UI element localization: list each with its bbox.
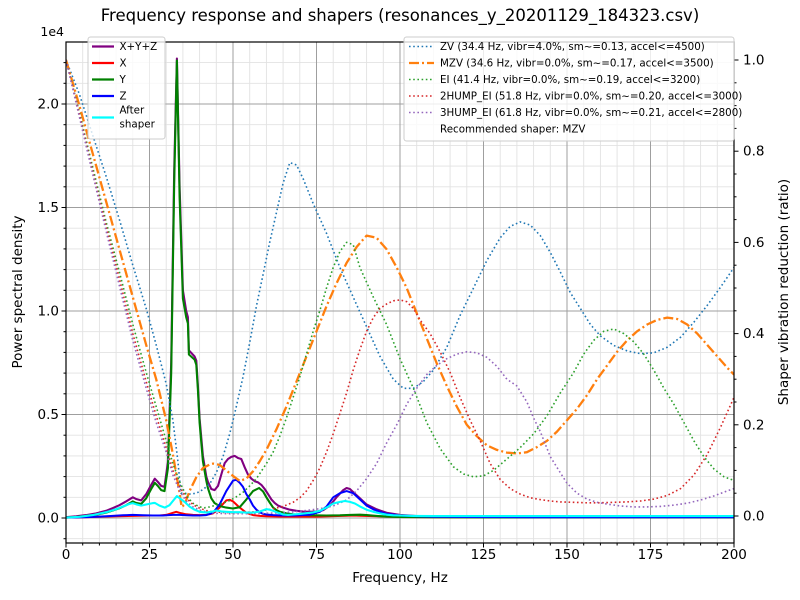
legend-label-3hump-ei: 3HUMP_EI (61.8 Hz, vibr=0.0%, sm~=0.21, … xyxy=(440,107,742,119)
y-right-tick-label: 0.6 xyxy=(743,235,764,251)
series-y xyxy=(66,59,734,519)
y-axis-label-right: Shaper vibration reduction (ratio) xyxy=(776,179,792,405)
legend-label-x-y-z: X+Y+Z xyxy=(120,41,158,53)
y-axis-label-left: Power spectral density xyxy=(10,215,26,368)
y-right-tick-label: 0.8 xyxy=(743,144,764,160)
x-tick-label: 175 xyxy=(638,547,664,563)
legend-label-zv: ZV (34.4 Hz, vibr=4.0%, sm~=0.13, accel<… xyxy=(440,41,705,53)
y-axis-scale-offset: 1e4 xyxy=(40,24,64,39)
legend-label-mzv: MZV (34.6 Hz, vibr=0.0%, sm~=0.17, accel… xyxy=(440,58,714,70)
legend-recommended-shaper: Recommended shaper: MZV xyxy=(440,124,585,136)
data-curves xyxy=(66,57,734,519)
y-right-tick-label: 1.0 xyxy=(743,53,764,69)
x-tick-label: 25 xyxy=(141,547,158,563)
y-right-tick-label: 0.4 xyxy=(743,326,764,342)
axes: 0 25 50 75 100 125 150 175 200 0.0 0.5 1.0 1.5 2.0 0.0… xyxy=(38,41,764,563)
x-tick-label: 100 xyxy=(387,547,413,563)
series-mzv xyxy=(66,59,734,509)
y-left-tick-label: 1.5 xyxy=(38,200,59,216)
x-tick-label: 75 xyxy=(308,547,325,563)
y-left-tick-label: 2.0 xyxy=(38,97,59,113)
series-ei xyxy=(66,59,734,509)
legend-psd: X+Y+Z XYZ After shaper xyxy=(87,36,166,140)
series-x-y-z xyxy=(66,57,734,519)
x-axis-label: Frequency, Hz xyxy=(352,570,448,586)
series-after-shaper xyxy=(66,495,734,519)
y-right-tick-label: 0.0 xyxy=(743,509,764,525)
series-3hump-ei xyxy=(66,59,734,515)
legend-shapers: ZV (34.4 Hz, vibr=4.0%, sm~=0.13, accel<… xyxy=(403,36,742,142)
legend-box xyxy=(403,36,735,142)
legend-label-z: Z xyxy=(120,91,127,103)
legend-label-2hump-ei: 2HUMP_EI (51.8 Hz, vibr=0.0%, sm~=0.20, … xyxy=(440,91,742,103)
x-tick-label: 200 xyxy=(721,547,747,563)
y-right-tick-label: 0.2 xyxy=(743,417,764,433)
chart-title: Frequency response and shapers (resonanc… xyxy=(101,6,700,26)
legend-label-after-shaper: After xyxy=(120,105,145,117)
x-tick-label: 150 xyxy=(554,547,580,563)
series-zv xyxy=(66,59,734,495)
y-left-tick-label: 1.0 xyxy=(38,304,59,320)
legend-label-x: X xyxy=(120,58,127,70)
legend-label-y: Y xyxy=(119,74,127,86)
x-tick-label: 0 xyxy=(62,547,71,563)
y-left-tick-label: 0.5 xyxy=(38,407,59,423)
y-left-tick-label: 0.0 xyxy=(38,511,59,527)
x-tick-label: 50 xyxy=(224,547,241,563)
legend-label-after-shaper: shaper xyxy=(120,119,156,131)
legend-label-ei: EI (41.4 Hz, vibr=0.0%, sm~=0.19, accel<… xyxy=(440,74,700,86)
x-tick-label: 125 xyxy=(471,547,497,563)
